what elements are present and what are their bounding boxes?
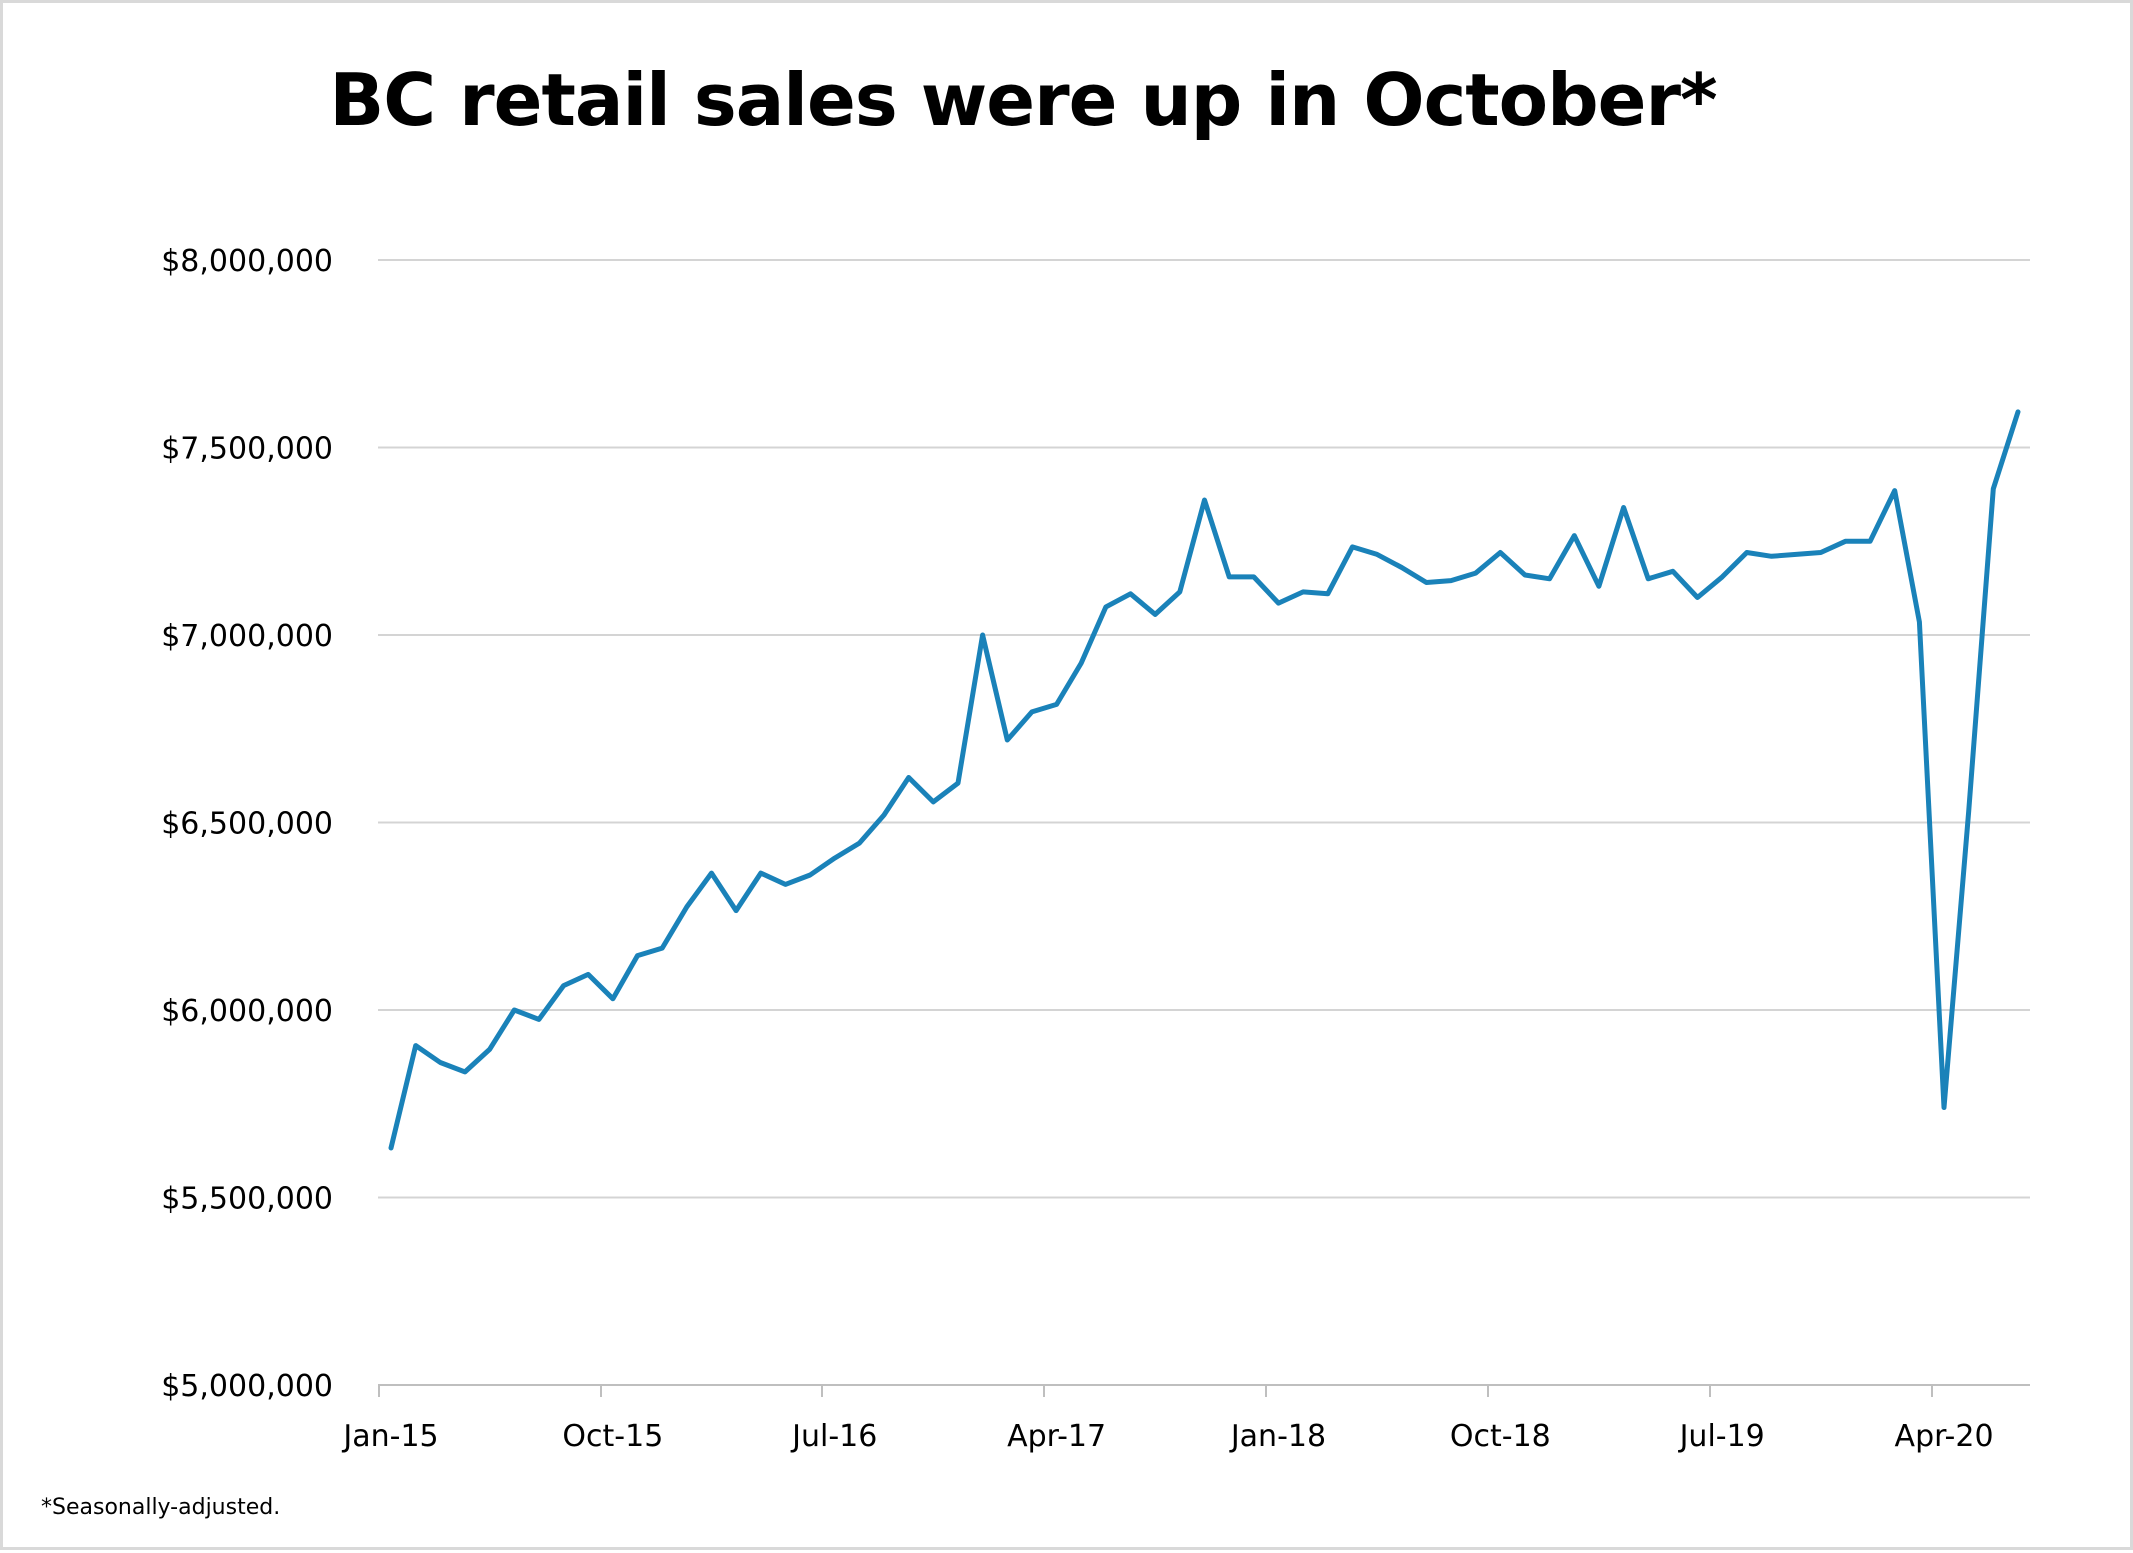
- y-tick-label: $6,500,000: [161, 807, 333, 842]
- x-tick-label: Jan-18: [1229, 1419, 1326, 1454]
- x-tick-label: Apr-20: [1895, 1419, 1994, 1454]
- x-axis-labels: Jan-15 Oct-15 Jul-16 Apr-17 Jan-18 Oct-18 Jul-…: [341, 1419, 1993, 1454]
- gridlines: [378, 259, 2030, 1199]
- y-tick-label: $7,500,000: [161, 432, 333, 467]
- x-tick-label: Jul-16: [790, 1419, 877, 1454]
- line-chart: $5,000,000 $5,500,000 $6,000,000 $6,500,000…: [161, 244, 2030, 1454]
- chart-title: BC retail sales were up in October*: [329, 58, 1717, 142]
- y-tick-label: $5,000,000: [161, 1369, 333, 1404]
- footnote: *Seasonally-adjusted.: [41, 1495, 281, 1520]
- y-tick-label: $7,000,000: [161, 619, 333, 654]
- x-tick-label: Jan-15: [341, 1419, 438, 1454]
- x-tick-label: Apr-17: [1007, 1419, 1106, 1454]
- y-axis: $5,000,000 $5,500,000 $6,000,000 $6,500,000…: [161, 244, 333, 1404]
- x-tick-label: Oct-18: [1450, 1419, 1551, 1454]
- y-tick-label: $5,500,000: [161, 1182, 333, 1217]
- series-layer: [388, 409, 2021, 1151]
- x-axis: [378, 1384, 2030, 1397]
- y-tick-label: $6,000,000: [161, 994, 333, 1029]
- series-line: [388, 409, 2021, 1151]
- y-tick-label: $8,000,000: [161, 244, 333, 279]
- x-tick-label: Jul-19: [1678, 1419, 1765, 1454]
- x-tick-label: Oct-15: [562, 1419, 663, 1454]
